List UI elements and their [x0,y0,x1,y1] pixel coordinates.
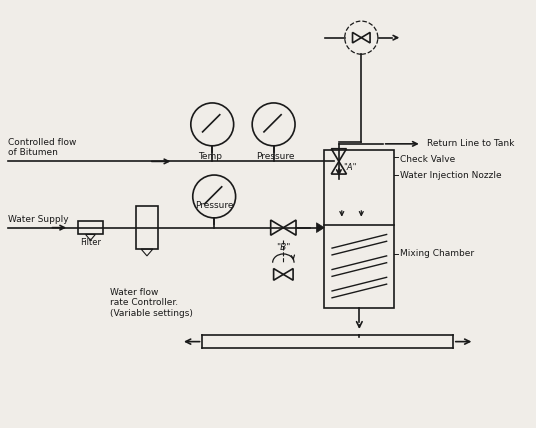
Text: Filter: Filter [80,238,101,247]
Text: Controlled flow
of Bitumen: Controlled flow of Bitumen [8,138,76,158]
Text: Pressure: Pressure [195,201,234,210]
Bar [136,206,158,249]
Polygon shape [316,223,324,232]
Text: Return Line to Tank: Return Line to Tank [427,140,514,149]
Text: Check Valve: Check Valve [400,155,456,163]
Text: Pressure: Pressure [256,152,295,160]
Text: "B": "B" [276,243,291,252]
Text: "A": "A" [343,163,356,172]
Text: Temp: Temp [198,152,222,160]
Text: Mixing Chamber: Mixing Chamber [400,250,474,259]
Bar [78,221,103,235]
Text: Water Injection Nozzle: Water Injection Nozzle [400,171,502,180]
Text: Water flow
rate Controller.
(Variable settings): Water flow rate Controller. (Variable se… [110,288,193,318]
Text: Water Supply: Water Supply [8,215,68,224]
Bar [324,150,394,308]
